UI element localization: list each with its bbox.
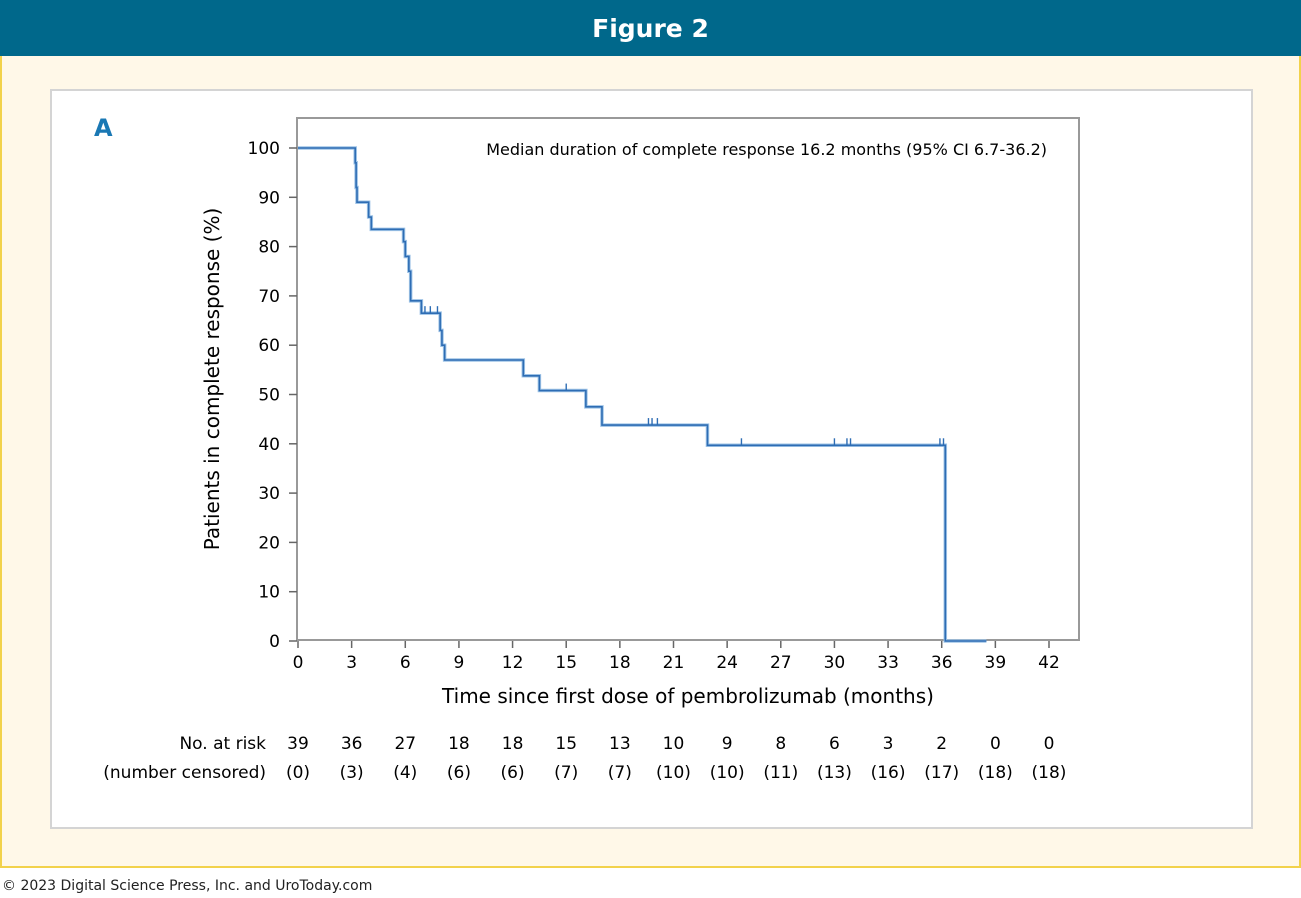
censor-marks bbox=[420, 306, 945, 446]
at-risk-value: 0 bbox=[990, 734, 1001, 754]
chart-annotation: Median duration of complete response 16.… bbox=[486, 140, 1047, 159]
censored-value: (6) bbox=[447, 763, 471, 783]
censored-row-label: (number censored) bbox=[103, 763, 266, 783]
x-tick-label: 15 bbox=[555, 653, 577, 673]
censored-value: (10) bbox=[710, 763, 745, 783]
x-tick-label: 39 bbox=[985, 653, 1007, 673]
censored-value: (7) bbox=[554, 763, 578, 783]
at-risk-value: 13 bbox=[609, 734, 631, 754]
x-tick-label: 21 bbox=[663, 653, 685, 673]
risk-row-label: No. at risk bbox=[179, 734, 266, 754]
at-risk-value: 18 bbox=[502, 734, 524, 754]
at-risk-value: 9 bbox=[722, 734, 733, 754]
x-tick-label: 33 bbox=[877, 653, 899, 673]
copyright-footer: © 2023 Digital Science Press, Inc. and U… bbox=[2, 878, 373, 894]
y-tick-label: 10 bbox=[258, 583, 280, 603]
x-axis-label: Time since first dose of pembrolizumab (… bbox=[441, 684, 934, 708]
censored-value: (11) bbox=[763, 763, 798, 783]
x-tick-label: 30 bbox=[824, 653, 846, 673]
y-tick-label: 0 bbox=[269, 632, 280, 652]
x-tick-label: 42 bbox=[1038, 653, 1060, 673]
censored-value: (7) bbox=[608, 763, 632, 783]
x-tick-label: 24 bbox=[716, 653, 738, 673]
censored-value: (6) bbox=[501, 763, 525, 783]
at-risk-value: 2 bbox=[936, 734, 947, 754]
figure-header: Figure 2 bbox=[0, 0, 1301, 56]
censored-value: (18) bbox=[1032, 763, 1067, 783]
censored-value: (16) bbox=[871, 763, 906, 783]
y-tick-label: 30 bbox=[258, 484, 280, 504]
survival-curve bbox=[298, 146, 987, 643]
risk-table: No. at risk (number censored) 39(0)36(3)… bbox=[103, 734, 1066, 783]
at-risk-value: 3 bbox=[883, 734, 894, 754]
y-tick-label: 70 bbox=[258, 287, 280, 307]
x-tick-label: 9 bbox=[454, 653, 465, 673]
x-tick-label: 3 bbox=[346, 653, 357, 673]
x-tick-label: 12 bbox=[502, 653, 524, 673]
y-axis: 0 10 20 30 40 50 60 70 80 90 100 bbox=[248, 139, 297, 652]
censored-value: (13) bbox=[817, 763, 852, 783]
censored-value: (10) bbox=[656, 763, 691, 783]
y-tick-label: 100 bbox=[248, 139, 280, 159]
y-axis-label: Patients in complete response (%) bbox=[200, 208, 224, 551]
y-tick-label: 20 bbox=[258, 533, 280, 553]
y-tick-label: 90 bbox=[258, 188, 280, 208]
y-tick-label: 80 bbox=[258, 238, 280, 258]
x-axis: 0 3 6 9 12 15 18 21 24 27 30 33 36 39 42 bbox=[293, 641, 1060, 673]
at-risk-value: 39 bbox=[287, 734, 309, 754]
x-tick-label: 6 bbox=[400, 653, 411, 673]
at-risk-value: 36 bbox=[341, 734, 363, 754]
at-risk-value: 27 bbox=[394, 734, 416, 754]
figure-title: Figure 2 bbox=[592, 13, 709, 43]
censored-value: (4) bbox=[393, 763, 417, 783]
censored-value: (0) bbox=[286, 763, 310, 783]
x-tick-label: 27 bbox=[770, 653, 792, 673]
censored-value: (18) bbox=[978, 763, 1013, 783]
x-tick-label: 36 bbox=[931, 653, 953, 673]
at-risk-value: 8 bbox=[775, 734, 786, 754]
plot-area bbox=[296, 117, 1080, 641]
y-tick-label: 60 bbox=[258, 336, 280, 356]
survival-line bbox=[298, 147, 987, 642]
panel-label: A bbox=[94, 114, 113, 142]
x-tick-label: 18 bbox=[609, 653, 631, 673]
at-risk-value: 18 bbox=[448, 734, 470, 754]
at-risk-value: 10 bbox=[663, 734, 685, 754]
censored-value: (17) bbox=[924, 763, 959, 783]
at-risk-value: 0 bbox=[1044, 734, 1055, 754]
censored-value: (3) bbox=[340, 763, 364, 783]
at-risk-value: 6 bbox=[829, 734, 840, 754]
x-tick-label: 0 bbox=[293, 653, 304, 673]
at-risk-value: 15 bbox=[555, 734, 577, 754]
y-tick-label: 40 bbox=[258, 435, 280, 455]
y-tick-label: 50 bbox=[258, 386, 280, 406]
